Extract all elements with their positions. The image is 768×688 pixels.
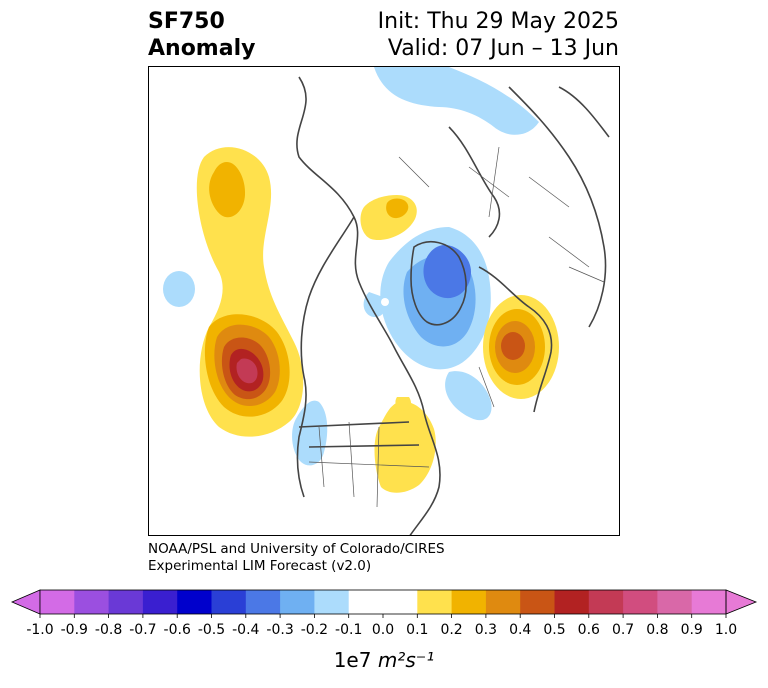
europe-positive — [483, 295, 559, 399]
colorbar-box — [245, 590, 281, 614]
colorbar-tick-label: -1.0 — [26, 622, 53, 638]
colorbar-tick-label: -0.8 — [95, 622, 122, 638]
siberia-negative — [374, 67, 539, 135]
colorbar-box — [108, 590, 144, 614]
borders — [308, 146, 605, 508]
colorbar-tick-label: 0.6 — [578, 622, 600, 638]
colorbar-tick-label: 0.2 — [440, 622, 462, 638]
coastlines — [296, 76, 610, 535]
colorbar-under-arrow — [10, 589, 41, 615]
colorbar-tick-label: -0.7 — [129, 622, 156, 638]
colorbar-tick-label: 1.0 — [715, 622, 737, 638]
colorbar-box — [691, 590, 727, 614]
map-frame — [148, 66, 620, 536]
colorbar-boxes — [10, 589, 758, 615]
colorbar-box — [40, 590, 75, 614]
colorbar-tick-label: 0.9 — [681, 622, 703, 638]
colorbar-box — [451, 590, 487, 614]
colorbar-box — [657, 590, 693, 614]
colorbar-box — [211, 590, 247, 614]
colorbar-box — [142, 590, 178, 614]
colorbar-box — [623, 590, 658, 614]
credit-line-1: NOAA/PSL and University of Colorado/CIRE… — [148, 541, 445, 557]
anomaly-title: Anomaly — [148, 36, 256, 61]
colorbar-box — [383, 590, 418, 614]
colorbar-tick-label: -0.3 — [266, 622, 293, 638]
colorbar-tick-label: 0.0 — [372, 622, 394, 638]
colorbar-box — [554, 590, 590, 614]
pacific-negative — [163, 271, 195, 307]
colorbar-tick-label: 0.3 — [475, 622, 497, 638]
colorbar-over-arrow — [725, 589, 758, 615]
colorbar-box — [177, 590, 212, 614]
colorbar-box — [588, 590, 624, 614]
colorbar-box — [280, 590, 315, 614]
colorbar-units: 1e7 m²s⁻¹ — [0, 648, 768, 672]
colorbar-box — [520, 590, 555, 614]
title-right: Init: Thu 29 May 2025 Valid: 07 Jun – 13… — [378, 8, 619, 62]
colorbar-tick-label: 0.1 — [406, 622, 428, 638]
colorbar-tick-label: 0.5 — [543, 622, 565, 638]
colorbar-tick-label: -0.5 — [198, 622, 225, 638]
units-prefix: 1e7 — [333, 648, 372, 672]
colorbar-tick-label: -0.9 — [61, 622, 88, 638]
colorbar-box — [348, 590, 384, 614]
canada-positive — [360, 195, 417, 241]
colorbar-box — [417, 590, 452, 614]
pacific-anomaly — [196, 147, 304, 437]
units-expr: m²s⁻¹ — [377, 648, 435, 672]
colorbar-tick-label: -0.1 — [335, 622, 362, 638]
colorbar-box — [314, 590, 350, 614]
colorbar-tick-label: 0.4 — [509, 622, 531, 638]
colorbar-tick-label: -0.6 — [164, 622, 191, 638]
colorbar-tick-label: -0.4 — [232, 622, 259, 638]
title-left: SF750 Anomaly — [148, 8, 255, 62]
colorbar-ticks: -1.0 -0.9 -0.8 -0.7 -0.6 -0.5 -0.4 -0.3 -0.2 -0.1… — [26, 614, 737, 638]
credit: NOAA/PSL and University of Colorado/CIRE… — [148, 541, 445, 575]
credit-line-2: Experimental LIM Forecast (v2.0) — [148, 558, 372, 574]
colorbar: -1.0 -0.9 -0.8 -0.7 -0.6 -0.5 -0.4 -0.3 -0.2 -0.1… — [10, 589, 758, 638]
anomaly-map — [163, 67, 610, 535]
eastern-us-positive — [374, 397, 436, 493]
variable-title: SF750 — [148, 9, 225, 34]
colorbar-box — [74, 590, 109, 614]
us-negative — [292, 400, 328, 466]
greenland-negative — [363, 227, 492, 421]
colorbar-box — [485, 590, 521, 614]
colorbar-tick-label: 0.8 — [646, 622, 668, 638]
colorbar-tick-label: 0.7 — [612, 622, 634, 638]
colorbar-tick-label: -0.2 — [301, 622, 328, 638]
valid-range: Valid: 07 Jun – 13 Jun — [387, 36, 619, 61]
init-date: Init: Thu 29 May 2025 — [377, 9, 619, 34]
